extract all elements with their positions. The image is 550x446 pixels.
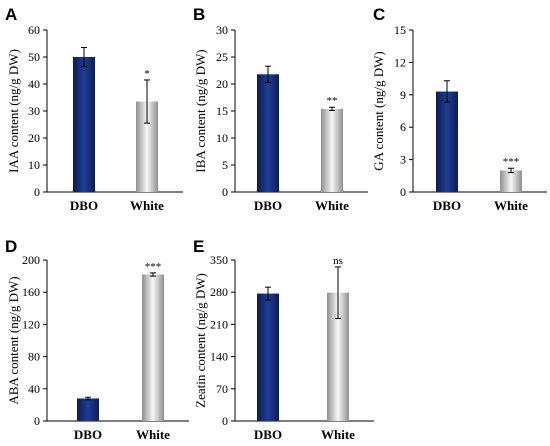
significance-label: ** bbox=[327, 95, 338, 107]
significance-label: *** bbox=[145, 261, 162, 273]
panel-letter: E bbox=[193, 237, 204, 256]
x-category-label: White bbox=[321, 427, 355, 442]
y-axis-label: Zeatin content (ng/g DW) bbox=[193, 273, 208, 408]
panel-letter: C bbox=[373, 5, 385, 24]
y-tick-label: 40 bbox=[28, 77, 40, 91]
y-tick-label: 80 bbox=[28, 350, 40, 364]
bar-dbo bbox=[73, 57, 95, 192]
y-tick-label: 280 bbox=[210, 285, 228, 299]
y-tick-label: 30 bbox=[28, 104, 40, 118]
panel-letter: A bbox=[5, 5, 17, 24]
y-tick-label: 200 bbox=[22, 253, 40, 267]
x-category-label: DBO bbox=[254, 198, 282, 213]
y-tick-label: 0 bbox=[34, 185, 40, 199]
y-tick-label: 20 bbox=[216, 77, 228, 91]
bar-dbo bbox=[257, 74, 279, 192]
y-tick-label: 0 bbox=[400, 185, 406, 199]
y-tick-label: 12 bbox=[394, 55, 406, 69]
x-category-label: White bbox=[130, 198, 164, 213]
bar-white bbox=[327, 292, 349, 421]
y-tick-label: 40 bbox=[28, 382, 40, 396]
chart-panel-c: C GA content (ng/g DW) 0 3 6 9 12 15 DBO White *** bbox=[371, 5, 547, 213]
y-tick-label: 10 bbox=[216, 131, 228, 145]
x-category-label: DBO bbox=[70, 198, 98, 213]
y-tick-label: 15 bbox=[216, 104, 228, 118]
x-category-label: White bbox=[315, 198, 349, 213]
significance-label: *** bbox=[503, 156, 520, 168]
y-tick-label: 0 bbox=[222, 185, 228, 199]
bar-dbo bbox=[77, 398, 99, 421]
x-category-label: DBO bbox=[433, 198, 461, 213]
y-tick-label: 350 bbox=[210, 253, 228, 267]
bar-white bbox=[142, 274, 164, 421]
panel-letter: B bbox=[193, 5, 205, 24]
bar-white bbox=[321, 108, 343, 192]
bar-white bbox=[136, 101, 158, 192]
y-tick-label: 9 bbox=[400, 88, 406, 102]
y-tick-label: 50 bbox=[28, 50, 40, 64]
y-tick-label: 25 bbox=[216, 50, 228, 64]
chart-panel-e: E Zeatin content (ng/g DW) 0 70 140 210 280 350… bbox=[193, 237, 374, 442]
y-tick-label: 6 bbox=[400, 120, 406, 134]
x-category-label: White bbox=[494, 198, 528, 213]
bar-white bbox=[500, 170, 522, 192]
y-tick-label: 0 bbox=[222, 414, 228, 428]
bar-dbo bbox=[257, 293, 279, 421]
panel-letter: D bbox=[5, 237, 17, 256]
x-category-label: DBO bbox=[74, 427, 102, 442]
bar-dbo bbox=[436, 91, 458, 192]
y-tick-label: 20 bbox=[28, 131, 40, 145]
y-axis-label: IBA content (ng/g DW) bbox=[193, 49, 208, 172]
x-category-label: DBO bbox=[254, 427, 282, 442]
y-tick-label: 0 bbox=[34, 414, 40, 428]
significance-label: * bbox=[144, 68, 150, 80]
y-tick-label: 5 bbox=[222, 158, 228, 172]
y-tick-label: 70 bbox=[216, 382, 228, 396]
y-tick-label: 10 bbox=[28, 158, 40, 172]
y-tick-label: 60 bbox=[28, 23, 40, 37]
y-axis-label: ABA content (ng/g DW) bbox=[6, 276, 21, 404]
y-tick-label: 3 bbox=[400, 153, 406, 167]
y-tick-label: 210 bbox=[210, 317, 228, 331]
y-tick-label: 120 bbox=[22, 317, 40, 331]
chart-panel-a: A IAA content (ng/g DW) 0 10 20 30 40 50 60 DBO Wh… bbox=[5, 5, 183, 213]
chart-panel-d: D ABA content (ng/g DW) 0 40 80 120 160 200 DBO W… bbox=[5, 237, 189, 442]
y-axis-label: IAA content (ng/g DW) bbox=[6, 49, 21, 173]
x-category-label: White bbox=[136, 427, 170, 442]
significance-label: ns bbox=[333, 255, 343, 267]
chart-panel-b: B IBA content (ng/g DW) 0 5 10 15 20 25 30 DBO Whi… bbox=[193, 5, 368, 213]
y-tick-label: 160 bbox=[22, 285, 40, 299]
y-tick-label: 15 bbox=[394, 23, 406, 37]
y-tick-label: 140 bbox=[210, 350, 228, 364]
y-tick-label: 30 bbox=[216, 23, 228, 37]
y-axis-label: GA content (ng/g DW) bbox=[371, 51, 386, 171]
